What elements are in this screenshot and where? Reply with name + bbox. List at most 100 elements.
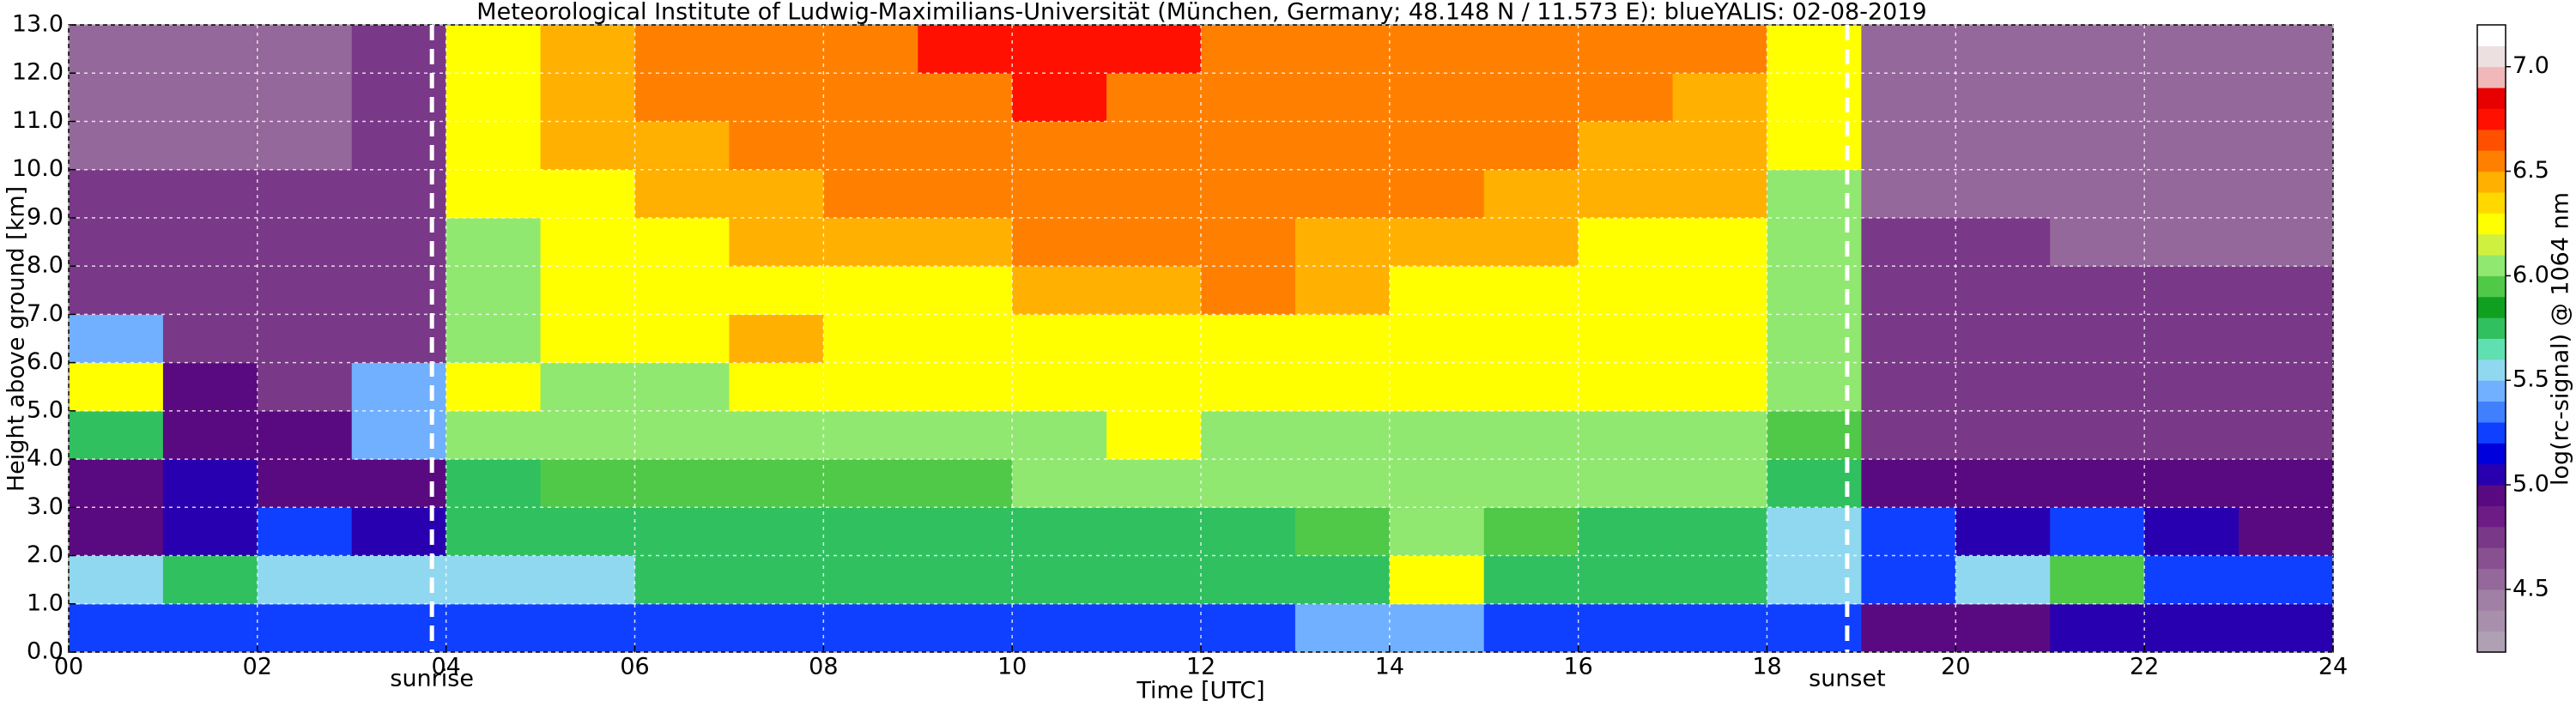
heatmap-cell	[1389, 507, 1485, 557]
heatmap-cell	[918, 410, 1013, 460]
heatmap-cell	[1578, 266, 1674, 315]
heatmap-cell	[1483, 314, 1579, 364]
heatmap-cell	[162, 362, 258, 412]
heatmap-cell	[2144, 362, 2240, 412]
heatmap-cell	[823, 25, 918, 74]
heatmap-cell	[162, 555, 258, 605]
heatmap-cell	[162, 73, 258, 122]
y-tick-label: 3.0	[27, 493, 64, 520]
heatmap-cell	[1955, 169, 2051, 219]
heatmap-cell	[162, 507, 258, 557]
y-tick-label: 5.0	[27, 396, 64, 423]
heatmap-cell	[1106, 314, 1202, 364]
heatmap-cell	[162, 603, 258, 653]
heatmap-cell	[823, 73, 918, 122]
heatmap-cell	[162, 121, 258, 171]
heatmap-cell	[1389, 555, 1485, 605]
x-tick-label: 12	[1186, 654, 1215, 680]
heatmap-cell	[162, 217, 258, 267]
heatmap-cell	[729, 121, 824, 171]
heatmap-cell	[1106, 410, 1202, 460]
heatmap-cell	[1578, 169, 1674, 219]
heatmap-cell	[445, 362, 542, 412]
heatmap-cell	[1955, 410, 2051, 460]
heatmap-cell	[634, 507, 730, 557]
heatmap-cell	[1861, 73, 1956, 122]
heatmap-cell	[1201, 410, 1296, 460]
heatmap-cell	[1955, 555, 2051, 605]
heatmap-cell	[2050, 266, 2145, 315]
heatmap-cell	[918, 169, 1013, 219]
colorbar-segment	[2477, 317, 2506, 339]
heatmap-cell	[823, 507, 918, 557]
heatmap-cell	[257, 362, 353, 412]
heatmap-cell	[1201, 121, 1296, 171]
heatmap-cell	[918, 266, 1013, 315]
colorbar-segment	[2477, 401, 2506, 423]
heatmap-cell	[540, 121, 635, 171]
colorbar-segment	[2477, 150, 2506, 172]
heatmap-cell	[1389, 266, 1485, 315]
heatmap-cell	[1012, 217, 1107, 267]
y-axis-label: Height above ground [km]	[3, 186, 30, 492]
heatmap-cell	[1106, 25, 1202, 74]
heatmap-cell	[1012, 73, 1107, 122]
heatmap-cell	[823, 266, 918, 315]
heatmap-cell	[1201, 217, 1296, 267]
heatmap-cell	[2144, 169, 2240, 219]
heatmap-cell	[2050, 507, 2145, 557]
heatmap-cell	[540, 362, 635, 412]
heatmap-cell	[1672, 410, 1767, 460]
x-tick-label: 20	[1941, 654, 1970, 680]
heatmap-cell	[634, 25, 730, 74]
heatmap-cell	[918, 362, 1013, 412]
heatmap-cell	[2144, 73, 2240, 122]
heatmap-cell	[69, 459, 164, 508]
heatmap-cell	[1861, 410, 1956, 460]
heatmap-cell	[2050, 603, 2145, 653]
colorbar-segment	[2477, 359, 2506, 381]
heatmap-cell	[445, 25, 542, 74]
heatmap-cell	[634, 603, 730, 653]
y-tick-label: 10.0	[12, 155, 64, 182]
heatmap-cell	[257, 266, 353, 315]
heatmap-cell	[1389, 169, 1485, 219]
heatmap-cell	[1672, 362, 1767, 412]
colorbar-segment	[2477, 233, 2506, 256]
heatmap-cell	[823, 121, 918, 171]
heatmap-cell	[2050, 362, 2145, 412]
colorbar-segment	[2477, 421, 2506, 444]
heatmap-cell	[1955, 266, 2051, 315]
heatmap-cell	[1578, 121, 1674, 171]
heatmap-cell	[918, 507, 1013, 557]
heatmap-cell	[445, 121, 542, 171]
heatmap-cell	[1578, 459, 1674, 508]
heatmap-cell	[729, 555, 824, 605]
colorbar-segment	[2477, 568, 2506, 590]
heatmap-cell	[1578, 217, 1674, 267]
heatmap-cell	[823, 362, 918, 412]
heatmap-cell	[2050, 25, 2145, 74]
heatmap-cell	[540, 217, 635, 267]
heatmap-cell	[1389, 217, 1485, 267]
heatmap-cell	[1672, 459, 1767, 508]
heatmap-cell	[2144, 25, 2240, 74]
heatmap-cell	[445, 217, 542, 267]
y-tick-label: 4.0	[27, 445, 64, 472]
heatmap-cell	[1483, 169, 1579, 219]
heatmap-cell	[2239, 169, 2334, 219]
colorbar-segment	[2477, 296, 2506, 318]
colorbar-segment	[2477, 526, 2506, 548]
heatmap-cell	[2144, 410, 2240, 460]
heatmap-cell	[257, 555, 353, 605]
heatmap-cell	[1955, 121, 2051, 171]
heatmap-cell	[2144, 217, 2240, 267]
heatmap-cell	[1201, 266, 1296, 315]
y-tick-label: 9.0	[27, 203, 64, 230]
y-tick-label: 13.0	[12, 11, 64, 38]
heatmap-cell	[1955, 603, 2051, 653]
heatmap-cell	[1955, 459, 2051, 508]
colorbar-segment	[2477, 255, 2506, 276]
colorbar-segment	[2477, 108, 2506, 130]
